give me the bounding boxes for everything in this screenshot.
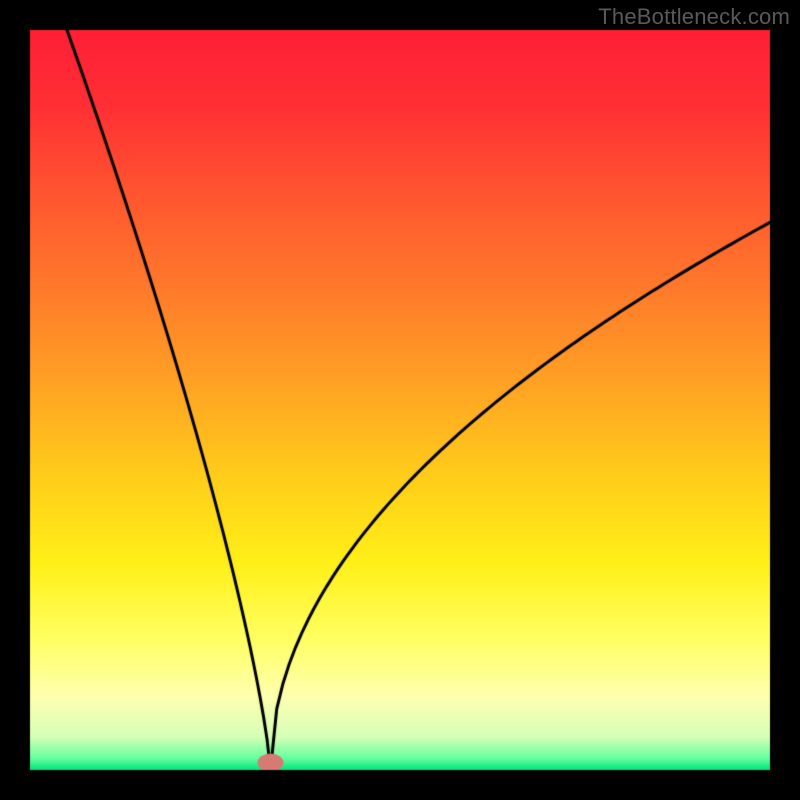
watermark-text: TheBottleneck.com [598, 4, 790, 30]
chart-container: TheBottleneck.com [0, 0, 800, 800]
bottleneck-chart-canvas [0, 0, 800, 800]
